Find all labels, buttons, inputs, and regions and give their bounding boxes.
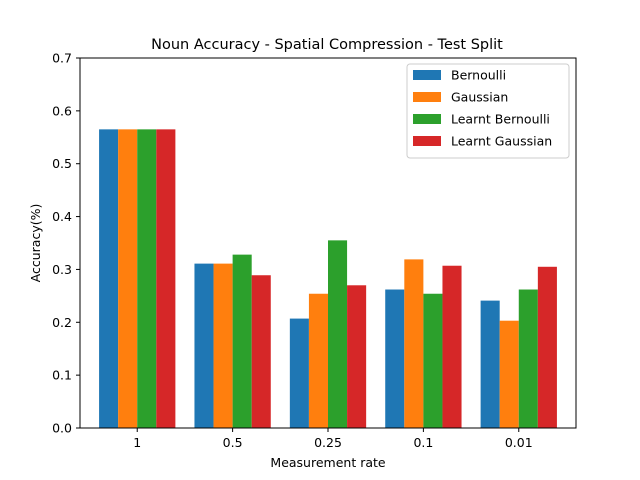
x-tick-label: 0.1	[413, 435, 433, 450]
bar-gaussian-3	[404, 259, 424, 428]
bar-learnt-bernoulli-1	[232, 254, 252, 428]
legend-swatch	[413, 70, 441, 80]
y-tick-label: 0.3	[52, 262, 72, 277]
bar-bernoulli-0	[99, 129, 119, 428]
bar-learnt-gaussian-0	[156, 129, 176, 428]
x-tick-label: 1	[133, 435, 141, 450]
legend-box	[406, 63, 570, 159]
legend: Bernoulli Gaussian Learnt Bernoulli Learnt …	[406, 63, 570, 159]
bar-learnt-gaussian-2	[347, 285, 367, 428]
legend-swatch	[413, 114, 441, 124]
y-tick-label: 0.6	[52, 103, 72, 118]
bar-gaussian-4	[499, 320, 519, 428]
y-tick-label: 0.0	[52, 421, 72, 436]
legend-label: Bernoulli	[451, 68, 506, 83]
x-axis-label: Measurement rate	[270, 455, 385, 470]
bar-learnt-gaussian-1	[251, 275, 271, 428]
bar-learnt-bernoulli-3	[423, 293, 443, 428]
y-axis-label: Accuracy(%)	[28, 204, 43, 283]
y-axis: 0.0 0.1 0.2 0.3 0.4 0.5 0.6 0.7	[52, 51, 80, 436]
plot-frame	[79, 57, 577, 429]
x-tick-label: 0.25	[314, 435, 342, 450]
bar-learnt-gaussian-4	[537, 266, 557, 428]
bar-bernoulli-1	[194, 263, 214, 428]
legend-label: Learnt Gaussian	[451, 134, 552, 149]
bar-learnt-bernoulli-2	[328, 240, 348, 428]
y-tick-label: 0.4	[52, 209, 72, 224]
legend-label: Gaussian	[451, 90, 508, 105]
bar-gaussian-1	[213, 263, 233, 428]
y-tick-label: 0.5	[52, 156, 72, 171]
bar-bernoulli-2	[289, 318, 309, 428]
bar-learnt-bernoulli-0	[137, 129, 157, 428]
y-tick-label: 0.1	[52, 368, 72, 383]
legend-label: Learnt Bernoulli	[451, 112, 550, 127]
legend-swatch	[413, 136, 441, 146]
y-tick-label: 0.2	[52, 315, 72, 330]
chart-title: Noun Accuracy - Spatial Compression - Te…	[151, 37, 503, 53]
bar-bernoulli-3	[385, 289, 405, 428]
bars-group	[99, 129, 557, 428]
bar-gaussian-0	[118, 129, 138, 428]
y-tick-label: 0.7	[52, 51, 72, 66]
x-axis: 1 0.5 0.25 0.1 0.01	[133, 428, 533, 450]
x-tick-label: 0.01	[505, 435, 533, 450]
x-tick-label: 0.5	[223, 435, 243, 450]
bar-bernoulli-4	[480, 300, 500, 428]
legend-swatch	[413, 92, 441, 102]
bar-learnt-gaussian-3	[442, 265, 462, 428]
bar-gaussian-2	[308, 293, 328, 428]
bar-learnt-bernoulli-4	[518, 289, 538, 428]
